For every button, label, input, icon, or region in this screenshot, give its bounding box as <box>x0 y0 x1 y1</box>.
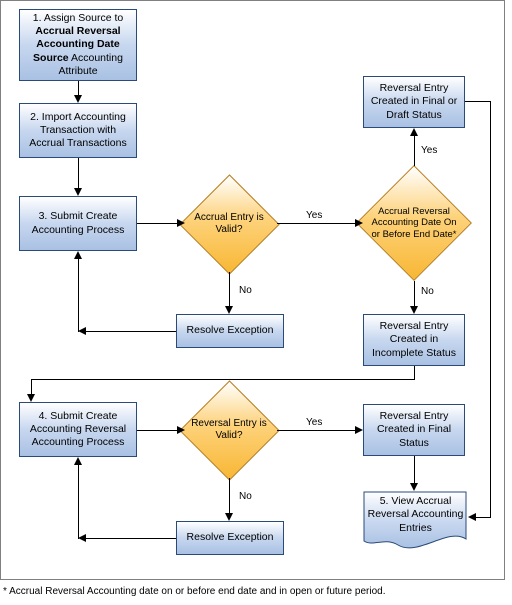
node-text: 4. Submit Create Accounting Reversal Acc… <box>24 410 132 449</box>
node-resolve-exception-1: Resolve Exception <box>176 314 284 348</box>
node-reversal-incomplete: Reversal Entry Created in Incomplete Sta… <box>363 314 465 366</box>
node-text: Resolve Exception <box>187 324 274 337</box>
edge-label-no: No <box>239 491 252 502</box>
edge-label-no: No <box>239 285 252 296</box>
node-reversal-final: Reversal Entry Created in Final Status <box>363 404 465 456</box>
decision-reversal-valid: Reversal Entry is Valid? <box>179 380 279 480</box>
node-reversal-final-draft: Reversal Entry Created in Final or Draft… <box>363 76 465 128</box>
flowchart-canvas: 1. Assign Source to Accrual Reversal Acc… <box>0 0 505 580</box>
decision-accrual-valid: Accrual Entry is Valid? <box>179 174 279 274</box>
node-text: Reversal Entry Created in Final Status <box>368 410 460 449</box>
footnote: * Accrual Reversal Accounting date on or… <box>3 586 385 597</box>
node-text: Reversal Entry Created in Incomplete Sta… <box>368 320 460 359</box>
node-submit-create-accounting: 3. Submit Create Accounting Process <box>19 196 137 251</box>
node-import-transaction: 2. Import Accounting Transaction with Ac… <box>19 103 137 158</box>
decision-accounting-date: Accrual Reversal Accounting Date On or B… <box>356 165 472 281</box>
edge-label-yes: Yes <box>306 210 322 221</box>
node-text: 1. Assign Source to Accrual Reversal Acc… <box>24 12 132 78</box>
edge-label-yes: Yes <box>421 145 437 156</box>
node-text: Resolve Exception <box>187 531 274 544</box>
node-text: 2. Import Accounting Transaction with Ac… <box>24 111 132 150</box>
node-text: 3. Submit Create Accounting Process <box>24 210 132 236</box>
edge-label-yes: Yes <box>306 417 322 428</box>
edge-label-no: No <box>421 286 434 297</box>
node-resolve-exception-2: Resolve Exception <box>176 521 284 555</box>
node-submit-reversal-process: 4. Submit Create Accounting Reversal Acc… <box>19 402 137 457</box>
node-assign-source: 1. Assign Source to Accrual Reversal Acc… <box>19 9 137 81</box>
node-text: Reversal Entry Created in Final or Draft… <box>368 82 460 121</box>
node-text: 5. View Accrual Reversal Accounting Entr… <box>367 495 464 534</box>
node-view-entries: 5. View Accrual Reversal Accounting Entr… <box>363 491 468 543</box>
